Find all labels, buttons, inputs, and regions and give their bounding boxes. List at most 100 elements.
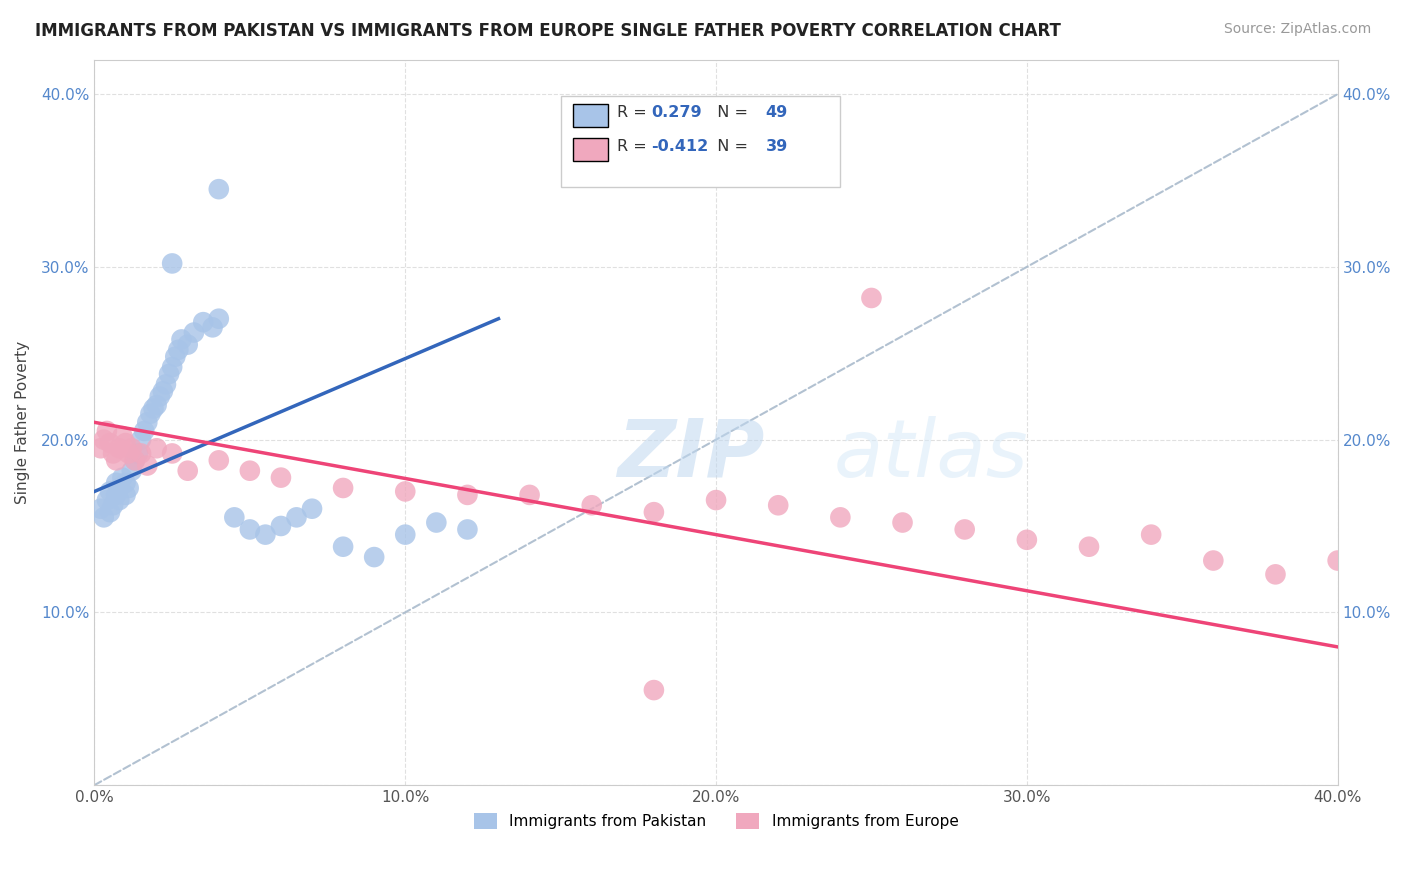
Point bbox=[285, 510, 308, 524]
Text: ZIP: ZIP bbox=[617, 416, 763, 494]
Point bbox=[456, 523, 478, 537]
Point bbox=[124, 453, 146, 467]
FancyBboxPatch shape bbox=[574, 103, 607, 127]
Point bbox=[581, 498, 603, 512]
Point bbox=[101, 498, 124, 512]
Point bbox=[93, 433, 115, 447]
Point bbox=[193, 315, 215, 329]
Point bbox=[165, 350, 187, 364]
Point bbox=[105, 453, 128, 467]
Point bbox=[208, 182, 231, 196]
Point bbox=[643, 683, 665, 698]
Point bbox=[98, 484, 121, 499]
Point bbox=[208, 453, 231, 467]
Point bbox=[301, 501, 323, 516]
Point bbox=[177, 464, 200, 478]
Text: 0.279: 0.279 bbox=[651, 105, 702, 120]
Point bbox=[1326, 553, 1348, 567]
Text: atlas: atlas bbox=[834, 416, 1029, 494]
Point bbox=[704, 493, 727, 508]
Point bbox=[254, 527, 277, 541]
Text: -0.412: -0.412 bbox=[651, 139, 709, 154]
Point bbox=[891, 516, 914, 530]
Point bbox=[136, 458, 159, 473]
Point bbox=[134, 424, 156, 438]
Point bbox=[108, 481, 131, 495]
Point bbox=[167, 343, 190, 357]
Point bbox=[270, 519, 292, 533]
Point bbox=[270, 470, 292, 484]
Point bbox=[127, 446, 149, 460]
FancyBboxPatch shape bbox=[561, 95, 841, 186]
Point bbox=[118, 446, 141, 460]
Point bbox=[98, 436, 121, 450]
Y-axis label: Single Father Poverty: Single Father Poverty bbox=[15, 341, 30, 504]
Point bbox=[152, 384, 174, 399]
Text: IMMIGRANTS FROM PAKISTAN VS IMMIGRANTS FROM EUROPE SINGLE FATHER POVERTY CORRELA: IMMIGRANTS FROM PAKISTAN VS IMMIGRANTS F… bbox=[35, 22, 1062, 40]
Point bbox=[114, 436, 136, 450]
Point bbox=[145, 442, 167, 456]
Point bbox=[111, 429, 134, 443]
Point bbox=[118, 481, 141, 495]
Point bbox=[239, 464, 262, 478]
Point bbox=[124, 453, 146, 467]
Point bbox=[170, 333, 193, 347]
Point bbox=[363, 550, 385, 565]
FancyBboxPatch shape bbox=[574, 138, 607, 161]
Point bbox=[1202, 553, 1225, 567]
Point bbox=[136, 415, 159, 429]
Point bbox=[108, 493, 131, 508]
Point bbox=[121, 464, 143, 478]
Text: Source: ZipAtlas.com: Source: ZipAtlas.com bbox=[1223, 22, 1371, 37]
Point bbox=[111, 470, 134, 484]
Point bbox=[160, 360, 183, 375]
Text: N =: N = bbox=[707, 139, 754, 154]
Point bbox=[160, 256, 183, 270]
Point bbox=[201, 320, 224, 334]
Point bbox=[177, 337, 200, 351]
Point bbox=[239, 523, 262, 537]
Point bbox=[953, 523, 976, 537]
Point bbox=[108, 442, 131, 456]
Point bbox=[183, 326, 205, 340]
Point bbox=[643, 505, 665, 519]
Point bbox=[425, 516, 447, 530]
Legend: Immigrants from Pakistan, Immigrants from Europe: Immigrants from Pakistan, Immigrants fro… bbox=[468, 807, 965, 836]
Point bbox=[1140, 527, 1163, 541]
Point bbox=[160, 446, 183, 460]
Point bbox=[96, 493, 118, 508]
Point bbox=[105, 488, 128, 502]
Point bbox=[90, 442, 112, 456]
Point bbox=[1264, 567, 1286, 582]
Point bbox=[860, 291, 883, 305]
Text: 39: 39 bbox=[766, 139, 787, 154]
Point bbox=[145, 398, 167, 412]
Point bbox=[519, 488, 541, 502]
Text: 49: 49 bbox=[766, 105, 787, 120]
Point bbox=[96, 424, 118, 438]
Point bbox=[332, 540, 354, 554]
Point bbox=[101, 446, 124, 460]
Point bbox=[394, 527, 416, 541]
Point bbox=[1078, 540, 1101, 554]
Point bbox=[114, 475, 136, 490]
Point bbox=[114, 488, 136, 502]
Point bbox=[394, 484, 416, 499]
Point bbox=[456, 488, 478, 502]
Point bbox=[105, 475, 128, 490]
Point bbox=[224, 510, 246, 524]
Point bbox=[766, 498, 789, 512]
Point bbox=[142, 401, 165, 416]
Point bbox=[139, 407, 162, 421]
Point bbox=[830, 510, 852, 524]
Point bbox=[155, 377, 177, 392]
Point bbox=[129, 433, 152, 447]
Point bbox=[1015, 533, 1038, 547]
Text: R =: R = bbox=[617, 139, 651, 154]
Point bbox=[332, 481, 354, 495]
Point bbox=[121, 442, 143, 456]
Point bbox=[149, 389, 172, 403]
Point bbox=[208, 311, 231, 326]
Text: N =: N = bbox=[707, 105, 754, 120]
Text: R =: R = bbox=[617, 105, 651, 120]
